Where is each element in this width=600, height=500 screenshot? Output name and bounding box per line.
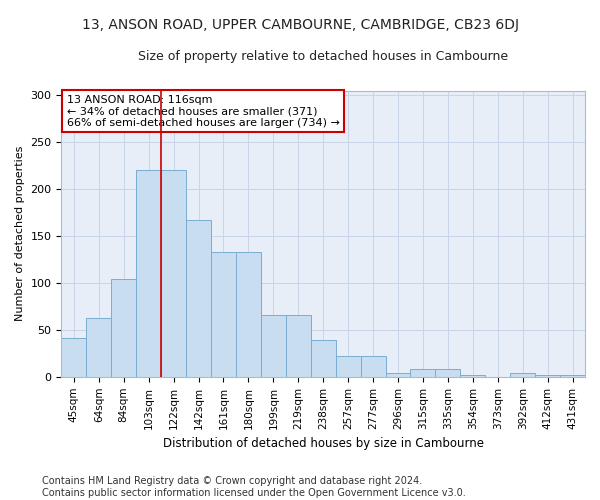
Bar	[436, 370, 460, 377]
Bar	[361, 356, 386, 377]
Bar	[460, 375, 485, 377]
Title: Size of property relative to detached houses in Cambourne: Size of property relative to detached ho…	[138, 50, 508, 63]
Text: 13, ANSON ROAD, UPPER CAMBOURNE, CAMBRIDGE, CB23 6DJ: 13, ANSON ROAD, UPPER CAMBOURNE, CAMBRID…	[82, 18, 518, 32]
Y-axis label: Number of detached properties: Number of detached properties	[15, 146, 25, 322]
Bar	[386, 373, 410, 377]
Bar	[286, 315, 311, 377]
Bar	[211, 252, 236, 377]
Bar	[261, 315, 286, 377]
Bar	[560, 375, 585, 377]
Bar	[410, 370, 436, 377]
Bar	[236, 252, 261, 377]
Bar	[186, 220, 211, 377]
Bar	[335, 356, 361, 377]
Bar	[535, 375, 560, 377]
Bar	[510, 373, 535, 377]
Bar	[311, 340, 335, 377]
Text: Contains HM Land Registry data © Crown copyright and database right 2024.
Contai: Contains HM Land Registry data © Crown c…	[42, 476, 466, 498]
Bar	[61, 338, 86, 377]
Bar	[161, 170, 186, 377]
Text: 13 ANSON ROAD: 116sqm
← 34% of detached houses are smaller (371)
66% of semi-det: 13 ANSON ROAD: 116sqm ← 34% of detached …	[67, 95, 340, 128]
Bar	[111, 279, 136, 377]
X-axis label: Distribution of detached houses by size in Cambourne: Distribution of detached houses by size …	[163, 437, 484, 450]
Bar	[86, 318, 111, 377]
Bar	[136, 170, 161, 377]
